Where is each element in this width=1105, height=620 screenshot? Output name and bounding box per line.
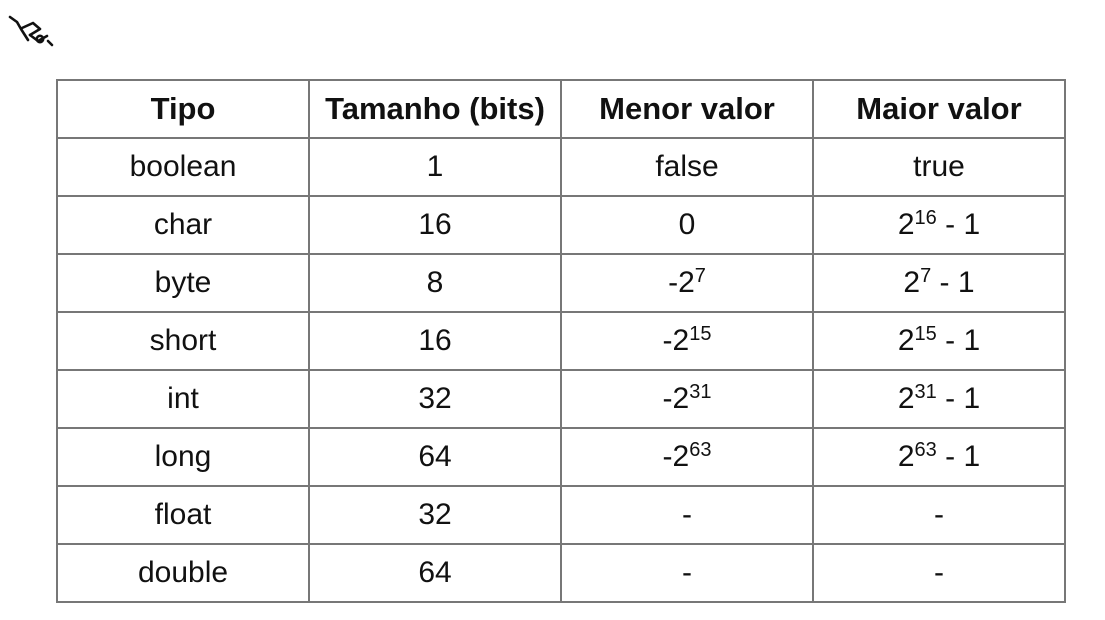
header-maior-valor: Maior valor bbox=[812, 79, 1066, 139]
value-base: 2 bbox=[897, 440, 915, 473]
cell-tipo: short bbox=[56, 311, 310, 371]
cell-maior-valor: 216 - 1 bbox=[812, 195, 1066, 255]
value-base: -2 bbox=[668, 266, 695, 299]
value-exponent: 7 bbox=[920, 265, 932, 287]
value-exponent: 15 bbox=[914, 323, 937, 345]
cell-tamanho: 32 bbox=[308, 369, 562, 429]
cell-menor-valor: -263 bbox=[560, 427, 814, 487]
cell-menor-valor: -215 bbox=[560, 311, 814, 371]
cell-menor-valor: - bbox=[560, 543, 814, 603]
value-base: - bbox=[934, 556, 944, 589]
value-suffix: - 1 bbox=[936, 440, 981, 473]
value-exponent: 7 bbox=[694, 265, 706, 287]
cell-tamanho: 64 bbox=[308, 427, 562, 487]
value-base: 2 bbox=[897, 324, 915, 357]
table-row: boolean 1 false true bbox=[56, 137, 1066, 197]
value-base: false bbox=[655, 150, 719, 183]
value-base: -2 bbox=[662, 440, 690, 473]
header-tipo: Tipo bbox=[56, 79, 310, 139]
table-header-row: Tipo Tamanho (bits) Menor valor Maior va… bbox=[56, 79, 1066, 139]
cell-tamanho: 16 bbox=[308, 195, 562, 255]
cell-tamanho: 1 bbox=[308, 137, 562, 197]
cell-menor-valor: -231 bbox=[560, 369, 814, 429]
value-suffix: - 1 bbox=[936, 382, 981, 415]
cell-tamanho: 64 bbox=[308, 543, 562, 603]
cell-tipo: float bbox=[56, 485, 310, 545]
table-row: long 64 -263 263 - 1 bbox=[56, 427, 1066, 487]
value-exponent: 63 bbox=[689, 439, 712, 461]
cell-menor-valor: false bbox=[560, 137, 814, 197]
brand-mark-icon bbox=[8, 14, 54, 48]
cell-menor-valor: - bbox=[560, 485, 814, 545]
cell-tamanho: 8 bbox=[308, 253, 562, 313]
value-base: 2 bbox=[897, 208, 915, 241]
value-base: 0 bbox=[678, 208, 696, 241]
cell-tipo: boolean bbox=[56, 137, 310, 197]
value-base: -2 bbox=[662, 382, 690, 415]
table-row: double 64 - - bbox=[56, 543, 1066, 603]
cell-maior-valor: 263 - 1 bbox=[812, 427, 1066, 487]
cell-maior-valor: - bbox=[812, 485, 1066, 545]
cell-maior-valor: 231 - 1 bbox=[812, 369, 1066, 429]
cell-tipo: int bbox=[56, 369, 310, 429]
header-tamanho: Tamanho (bits) bbox=[308, 79, 562, 139]
value-base: true bbox=[913, 150, 965, 183]
header-menor-valor: Menor valor bbox=[560, 79, 814, 139]
table-row: float 32 - - bbox=[56, 485, 1066, 545]
cell-tipo: long bbox=[56, 427, 310, 487]
cell-tipo: byte bbox=[56, 253, 310, 313]
value-exponent: 15 bbox=[689, 323, 712, 345]
value-exponent: 63 bbox=[914, 439, 937, 461]
value-base: -2 bbox=[662, 324, 690, 357]
table-row: int 32 -231 231 - 1 bbox=[56, 369, 1066, 429]
value-base: 2 bbox=[897, 382, 915, 415]
cell-maior-valor: 27 - 1 bbox=[812, 253, 1066, 313]
table-row: short 16 -215 215 - 1 bbox=[56, 311, 1066, 371]
cell-maior-valor: - bbox=[812, 543, 1066, 603]
cell-menor-valor: 0 bbox=[560, 195, 814, 255]
cell-tipo: char bbox=[56, 195, 310, 255]
value-exponent: 31 bbox=[914, 381, 937, 403]
value-exponent: 16 bbox=[914, 207, 937, 229]
cell-menor-valor: -27 bbox=[560, 253, 814, 313]
value-base: - bbox=[682, 498, 692, 531]
value-suffix: - 1 bbox=[936, 324, 981, 357]
value-base: - bbox=[682, 556, 692, 589]
table-row: char 16 0 216 - 1 bbox=[56, 195, 1066, 255]
cell-maior-valor: 215 - 1 bbox=[812, 311, 1066, 371]
cell-tamanho: 32 bbox=[308, 485, 562, 545]
value-exponent: 31 bbox=[689, 381, 712, 403]
data-types-table: Tipo Tamanho (bits) Menor valor Maior va… bbox=[56, 79, 1066, 603]
cell-tipo: double bbox=[56, 543, 310, 603]
value-base: - bbox=[934, 498, 944, 531]
value-suffix: - 1 bbox=[936, 208, 981, 241]
value-suffix: - 1 bbox=[931, 266, 975, 299]
cell-tamanho: 16 bbox=[308, 311, 562, 371]
table-row: byte 8 -27 27 - 1 bbox=[56, 253, 1066, 313]
data-types-table-wrapper: Tipo Tamanho (bits) Menor valor Maior va… bbox=[56, 79, 1066, 603]
cell-maior-valor: true bbox=[812, 137, 1066, 197]
value-base: 2 bbox=[903, 266, 921, 299]
